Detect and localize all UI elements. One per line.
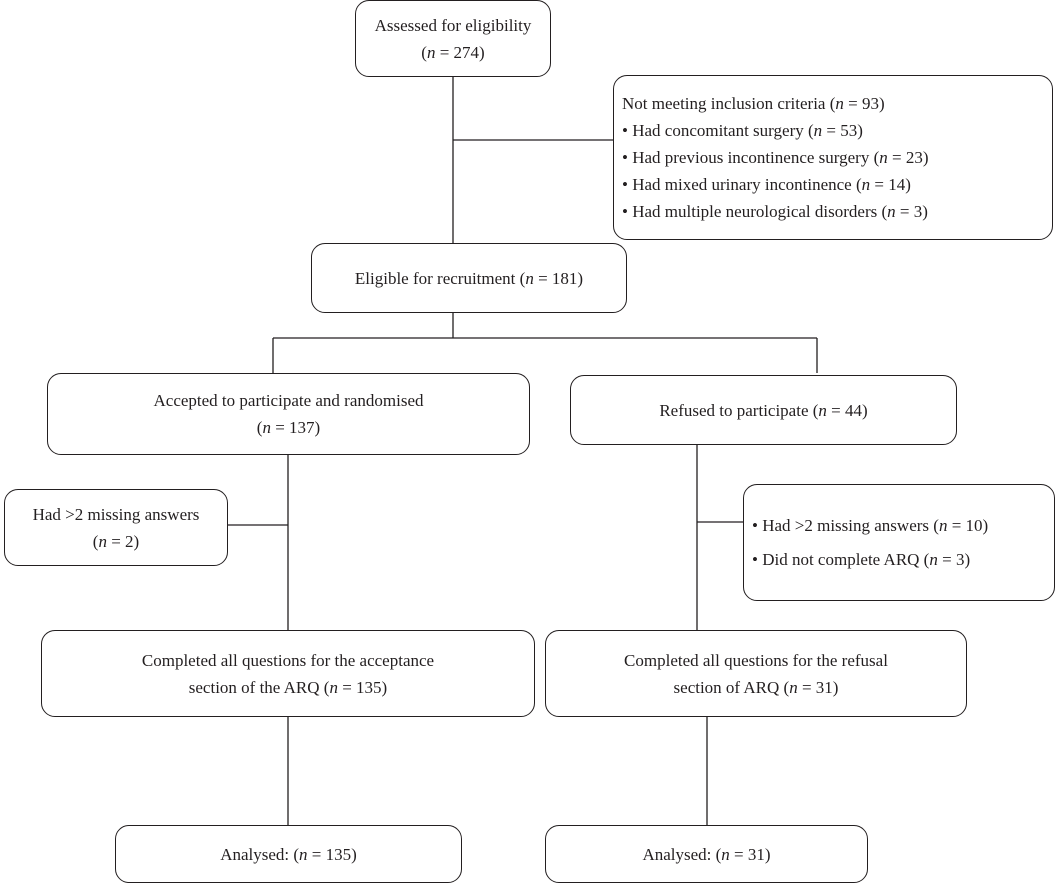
exclusion-item: • Had concomitant surgery (n = 53) bbox=[622, 121, 863, 140]
exclusion-item: • Had multiple neurological disorders (n… bbox=[622, 202, 928, 221]
missing-refuse-item: • Had >2 missing answers (n = 10) bbox=[752, 515, 989, 535]
eligible-label: Eligible for recruitment (n = 181) bbox=[354, 268, 584, 288]
refused-box: Refused to participate (n = 44) bbox=[570, 375, 957, 445]
accepted-count: (n = 137) bbox=[256, 418, 321, 437]
missing-accept-box: Had >2 missing answers (n = 2) bbox=[4, 489, 228, 566]
completed-accept-box: Completed all questions for the acceptan… bbox=[41, 630, 535, 717]
assessed-count: (n = 274) bbox=[421, 42, 485, 62]
assessed-box: Assessed for eligibility (n = 274) bbox=[355, 0, 551, 77]
analysed-accept-box: Analysed: (n = 135) bbox=[115, 825, 462, 883]
analysed-accept-label: Analysed: (n = 135) bbox=[220, 844, 357, 864]
completed-accept-line1: Completed all questions for the acceptan… bbox=[141, 650, 435, 670]
accepted-box: Accepted to participate and randomised (… bbox=[47, 373, 530, 455]
exclusion-item: • Had previous incontinence surgery (n =… bbox=[622, 148, 929, 167]
completed-refuse-box: Completed all questions for the refusal … bbox=[545, 630, 967, 717]
accepted-label: Accepted to participate and randomised bbox=[153, 391, 424, 410]
exclusion-header: Not meeting inclusion criteria (n = 93) bbox=[622, 94, 885, 113]
completed-refuse-line1: Completed all questions for the refusal bbox=[624, 650, 888, 670]
completed-refuse-line2: section of ARQ (n = 31) bbox=[673, 677, 839, 697]
missing-refuse-item: • Did not complete ARQ (n = 3) bbox=[752, 549, 971, 569]
exclusion-box: Not meeting inclusion criteria (n = 93) … bbox=[613, 75, 1053, 240]
missing-accept-count: (n = 2) bbox=[92, 531, 140, 551]
missing-accept-label: Had >2 missing answers bbox=[32, 504, 200, 524]
missing-refuse-box: • Had >2 missing answers (n = 10) • Did … bbox=[743, 484, 1055, 601]
exclusion-item: • Had mixed urinary incontinence (n = 14… bbox=[622, 175, 911, 194]
analysed-refuse-label: Analysed: (n = 31) bbox=[642, 844, 771, 864]
eligible-box: Eligible for recruitment (n = 181) bbox=[311, 243, 627, 313]
analysed-refuse-box: Analysed: (n = 31) bbox=[545, 825, 868, 883]
assessed-label: Assessed for eligibility bbox=[374, 15, 532, 35]
refused-label: Refused to participate (n = 44) bbox=[659, 400, 868, 420]
completed-accept-line2: section of the ARQ (n = 135) bbox=[188, 677, 388, 697]
